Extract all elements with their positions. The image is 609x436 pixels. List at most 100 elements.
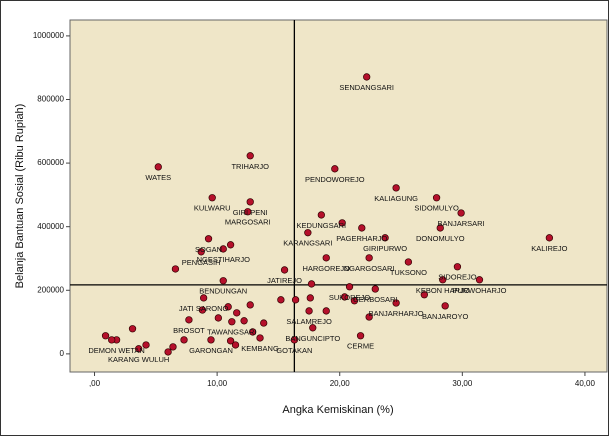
point bbox=[154, 163, 162, 171]
point-label: PAGERHARJO bbox=[336, 234, 387, 243]
point bbox=[240, 317, 248, 325]
point bbox=[244, 208, 252, 216]
point bbox=[246, 152, 254, 160]
point-label: KARANGSARI bbox=[283, 239, 332, 248]
point bbox=[457, 209, 465, 217]
point-label: TAWANGSARI bbox=[207, 328, 256, 337]
point bbox=[381, 234, 389, 242]
point bbox=[249, 328, 257, 336]
y-tick-label: 0 bbox=[60, 349, 65, 358]
point bbox=[363, 73, 371, 81]
point bbox=[356, 332, 365, 340]
point bbox=[420, 291, 428, 299]
x-tick-label: 10,00 bbox=[207, 379, 228, 388]
y-tick-label: 1000000 bbox=[33, 31, 65, 40]
point bbox=[545, 234, 554, 242]
point bbox=[371, 285, 379, 293]
point-label: BANJARHARJO bbox=[369, 309, 424, 318]
point bbox=[256, 334, 264, 342]
point bbox=[365, 313, 373, 321]
x-tick-label: 20,00 bbox=[330, 379, 351, 388]
point-label: SUKOREJO bbox=[329, 293, 370, 302]
point-label: GOTAKAN bbox=[276, 346, 312, 355]
point-label: SALAMREJO bbox=[286, 317, 332, 326]
point-label: DONOMULYO bbox=[416, 234, 465, 243]
point-label: NGARGOSARI bbox=[344, 264, 395, 273]
x-tick-label: 40,00 bbox=[575, 379, 596, 388]
point bbox=[207, 336, 215, 344]
point bbox=[304, 229, 312, 237]
point bbox=[439, 276, 447, 284]
point bbox=[101, 332, 110, 340]
point bbox=[198, 306, 207, 314]
point-label: WATES bbox=[145, 173, 171, 182]
point bbox=[392, 299, 400, 307]
point-label: SOGAN bbox=[195, 245, 222, 254]
point bbox=[197, 248, 205, 256]
point-label: SIDOREJO bbox=[438, 273, 477, 282]
point bbox=[260, 319, 268, 327]
point bbox=[199, 294, 208, 302]
point bbox=[432, 194, 441, 202]
point-label: PURWOHARJO bbox=[452, 286, 506, 295]
point bbox=[392, 184, 400, 192]
point-label: BENDUNGAN bbox=[199, 287, 247, 296]
point-label: BANJARSARI bbox=[438, 219, 485, 228]
point bbox=[180, 336, 188, 344]
point bbox=[345, 283, 354, 291]
point bbox=[219, 277, 227, 285]
point-label: KEMBANG bbox=[241, 344, 279, 353]
point bbox=[306, 294, 314, 302]
point bbox=[164, 348, 172, 356]
point bbox=[305, 307, 313, 315]
point bbox=[338, 219, 346, 227]
point bbox=[246, 198, 254, 206]
point-label: NGESTIHARJO bbox=[197, 255, 251, 264]
point bbox=[231, 341, 240, 349]
point bbox=[135, 345, 143, 353]
point bbox=[331, 165, 339, 173]
point-label: KALIAGUNG bbox=[374, 194, 418, 203]
point-label: GIRI PENI bbox=[233, 208, 268, 217]
point bbox=[453, 263, 462, 271]
point bbox=[185, 316, 193, 324]
point-label: GIRIPURWO bbox=[363, 244, 407, 253]
point-label: DEMON WETAN bbox=[88, 346, 145, 355]
point bbox=[350, 297, 359, 305]
point bbox=[226, 241, 235, 249]
point bbox=[340, 293, 349, 301]
point-label: BANGUNCIPTO bbox=[285, 334, 340, 343]
y-tick-label: 600000 bbox=[37, 158, 64, 167]
point bbox=[142, 341, 150, 349]
point-label: SENDANGSARI bbox=[339, 83, 394, 92]
point bbox=[171, 265, 180, 273]
point bbox=[169, 343, 177, 351]
point bbox=[322, 307, 330, 315]
point-label: GERBOSARI bbox=[353, 295, 398, 304]
point-label: JATI SARONO bbox=[179, 304, 229, 313]
point-label: HARGOREJO bbox=[302, 264, 350, 273]
plot-area bbox=[69, 19, 608, 373]
point-label: BANJAROYO bbox=[422, 312, 468, 321]
point-label: PENDOWOREJO bbox=[305, 175, 365, 184]
point bbox=[290, 336, 299, 344]
point bbox=[317, 211, 325, 219]
point-label: PENGASIH bbox=[182, 258, 221, 267]
point bbox=[475, 276, 484, 284]
point bbox=[441, 302, 449, 310]
point-label: CERME bbox=[347, 342, 374, 351]
point bbox=[214, 314, 222, 322]
point bbox=[277, 296, 285, 304]
point-label: KULWARU bbox=[194, 204, 231, 213]
point bbox=[309, 324, 317, 332]
point bbox=[208, 194, 216, 202]
point bbox=[228, 318, 236, 326]
point bbox=[291, 296, 300, 304]
point bbox=[226, 337, 235, 345]
point bbox=[404, 258, 413, 266]
x-tick-label: ,00 bbox=[89, 379, 101, 388]
point-label: KARANG WULUH bbox=[108, 355, 169, 364]
point-label: SIDOMULYO bbox=[414, 204, 459, 213]
point bbox=[358, 224, 366, 232]
